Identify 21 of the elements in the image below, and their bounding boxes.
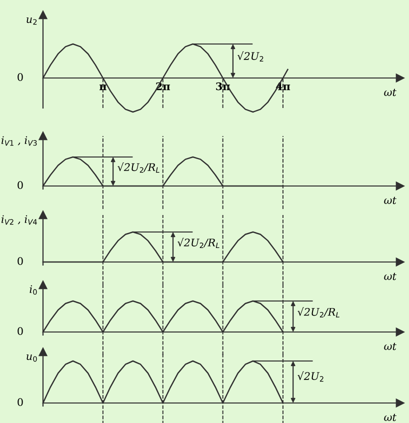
annotation: 0 bbox=[18, 257, 23, 266]
x-tick-label: π bbox=[99, 84, 106, 90]
y-axis-title: i$_{V2}$ , i$_{V4}$ bbox=[2, 215, 37, 225]
annotation: √2U$_{2}$/R$_{L}$ bbox=[118, 162, 160, 173]
annotation: 0 bbox=[18, 73, 23, 82]
annotation: √2U$_{2}$ bbox=[298, 371, 324, 382]
annotation: √2U$_{2}$/R$_{L}$ bbox=[177, 238, 220, 248]
y-axis-title: i$_{0}$ bbox=[30, 285, 37, 295]
y-axis-title: u$_{2}$ bbox=[26, 18, 37, 25]
annotation: 0 bbox=[18, 327, 23, 336]
x-axis-title: ωt bbox=[384, 272, 396, 280]
x-axis-title: ωt bbox=[384, 342, 396, 350]
annotation: √2U$_{2}$ bbox=[237, 51, 264, 62]
y-axis-title: i$_{V1}$ , i$_{V3}$ bbox=[2, 136, 37, 146]
x-axis-title: ωt bbox=[384, 196, 396, 204]
x-axis-title: ωt bbox=[384, 88, 396, 96]
annotation: 0 bbox=[18, 398, 23, 406]
annotation: 0 bbox=[18, 181, 23, 190]
annotation: √2U$_{2}$/R$_{L}$ bbox=[298, 307, 340, 318]
x-axis-title: ωt bbox=[384, 414, 396, 422]
y-axis-title: u$_{0}$ bbox=[26, 354, 37, 362]
